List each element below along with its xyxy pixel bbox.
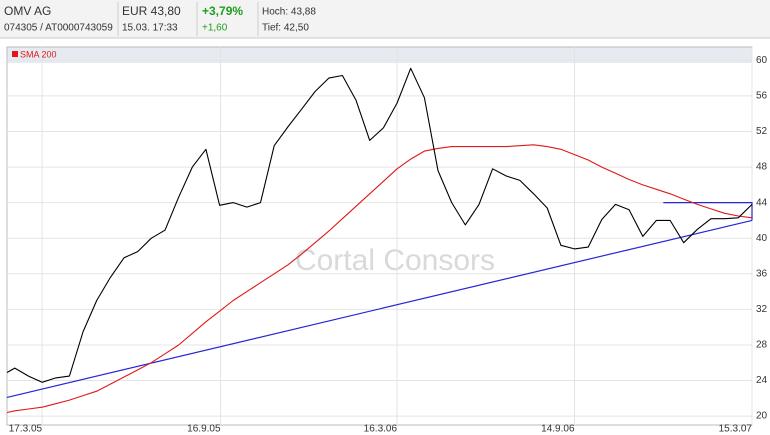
- x-tick-label: 17.3.05: [9, 424, 43, 435]
- low: Tief: 42,50: [262, 23, 309, 34]
- stock-ids: 074305 / AT0000743059: [4, 23, 113, 34]
- y-tick-label: 36: [756, 268, 768, 279]
- watermark: Cortal Consors: [295, 244, 495, 277]
- x-tick-label: 15.3.07: [719, 424, 753, 435]
- y-tick-label: 56: [756, 91, 768, 102]
- change-pct: +3,79%: [202, 4, 243, 18]
- legend-band: [7, 47, 752, 63]
- series-line: [6, 144, 753, 414]
- time: 15.03. 17:33: [122, 23, 178, 34]
- y-tick-label: 20: [756, 411, 768, 422]
- header-bar: [0, 0, 770, 38]
- plot-frame: [6, 46, 753, 426]
- y-tick-label: 28: [756, 340, 768, 351]
- x-tick-label: 16.3.06: [364, 424, 398, 435]
- change-abs: +1,60: [202, 23, 228, 34]
- y-tick-label: 52: [756, 126, 768, 137]
- y-tick-label: 48: [756, 162, 768, 173]
- y-tick-label: 40: [756, 233, 768, 244]
- y-tick-label: 24: [756, 375, 768, 386]
- y-tick-label: 60: [756, 55, 768, 66]
- legend-label: SMA 200: [20, 49, 57, 59]
- y-tick-label: 44: [756, 197, 768, 208]
- x-tick-label: 16.9.05: [187, 424, 221, 435]
- legend-swatch: [12, 51, 18, 57]
- stock-name: OMV AG: [4, 4, 51, 18]
- x-tick-label: 14.9.06: [541, 424, 575, 435]
- y-tick-label: 32: [756, 304, 768, 315]
- high: Hoch: 43,88: [262, 7, 316, 18]
- series-line: [6, 67, 753, 383]
- trend-line: [6, 219, 753, 398]
- price: EUR 43,80: [122, 4, 181, 18]
